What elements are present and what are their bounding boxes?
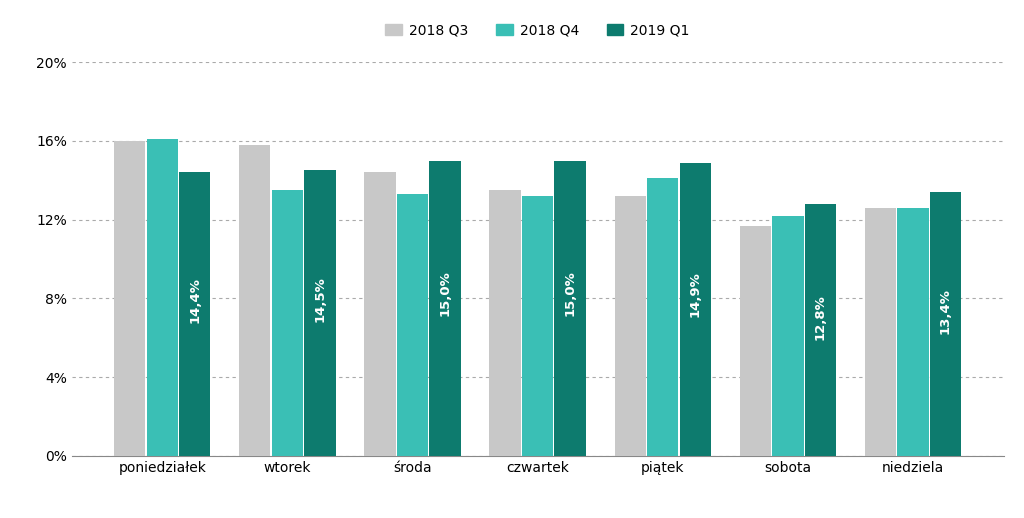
Bar xyxy=(146,139,178,456)
Bar xyxy=(614,196,646,456)
Text: 15,0%: 15,0% xyxy=(438,270,452,316)
Bar xyxy=(680,163,711,456)
Text: 12,8%: 12,8% xyxy=(814,294,827,340)
Bar xyxy=(647,178,678,456)
Text: 14,9%: 14,9% xyxy=(689,271,701,318)
Bar xyxy=(930,192,962,456)
Bar xyxy=(554,161,586,456)
Bar xyxy=(489,190,521,456)
Bar xyxy=(739,225,771,456)
Bar xyxy=(304,170,336,456)
Bar xyxy=(897,208,929,456)
Bar xyxy=(114,141,145,456)
Bar xyxy=(429,161,461,456)
Bar xyxy=(179,172,210,456)
Text: 15,0%: 15,0% xyxy=(563,270,577,316)
Text: 14,4%: 14,4% xyxy=(188,277,202,323)
Bar xyxy=(271,190,303,456)
Bar xyxy=(522,196,553,456)
Bar xyxy=(365,172,395,456)
Text: 13,4%: 13,4% xyxy=(939,288,952,334)
Legend: 2018 Q3, 2018 Q4, 2019 Q1: 2018 Q3, 2018 Q4, 2019 Q1 xyxy=(380,18,695,43)
Bar xyxy=(865,208,896,456)
Bar xyxy=(805,204,836,456)
Text: 14,5%: 14,5% xyxy=(313,276,327,322)
Bar xyxy=(240,145,270,456)
Bar xyxy=(397,194,428,456)
Bar xyxy=(772,215,804,456)
